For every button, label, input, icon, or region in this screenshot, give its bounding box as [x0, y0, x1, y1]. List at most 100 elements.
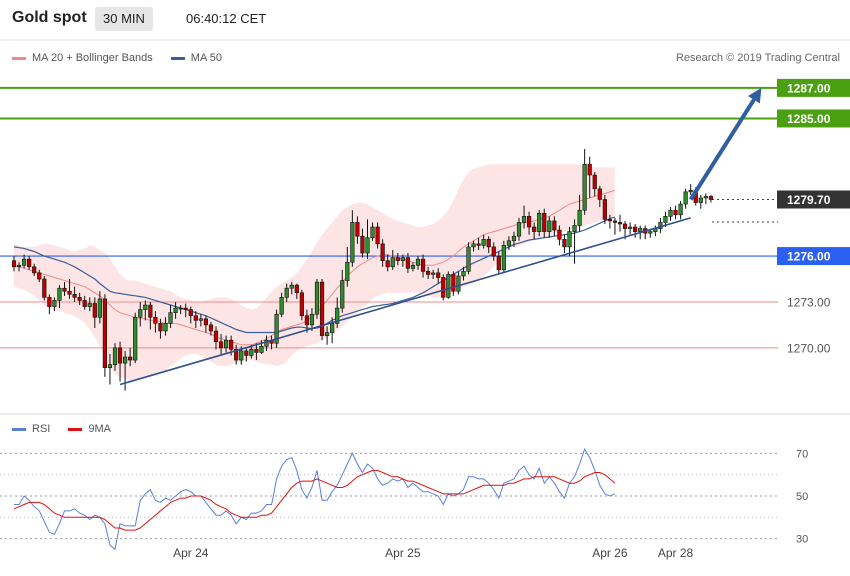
candle-body: [299, 292, 304, 317]
candle-body: [688, 190, 693, 193]
candle-body: [683, 191, 688, 205]
candle: [294, 283, 299, 299]
candle: [72, 286, 77, 302]
candle-body: [501, 245, 506, 271]
rsi-panel: 30 50 70: [0, 447, 808, 551]
candle: [67, 279, 72, 299]
candle-body: [224, 339, 229, 349]
candle: [21, 254, 27, 269]
candle-body: [390, 257, 395, 268]
legend-label-rsi: RSI: [32, 423, 51, 435]
x-axis-label: Apr 25: [385, 546, 421, 560]
candle: [365, 219, 370, 260]
candle-body: [400, 257, 405, 261]
candle: [567, 227, 572, 257]
candle-body: [708, 196, 713, 200]
candle-body: [617, 222, 623, 225]
candle: [542, 208, 547, 238]
candle-body: [304, 315, 310, 326]
legend-main: MA 20 + Bollinger Bands MA 50: [12, 52, 222, 64]
candle-body: [698, 197, 703, 203]
candle-body: [112, 347, 118, 365]
candle-body: [340, 280, 345, 309]
candle: [123, 350, 128, 391]
candle-body: [557, 229, 562, 240]
candle: [607, 214, 612, 229]
candle: [335, 297, 340, 328]
candle: [249, 344, 254, 359]
research-credit: Research © 2019 Trading Central: [675, 52, 840, 64]
candle-body: [158, 323, 163, 332]
candle-body: [284, 287, 289, 298]
candle-body: [163, 323, 168, 332]
candle: [557, 225, 562, 246]
candle-body: [239, 350, 244, 361]
candle-body: [607, 219, 612, 222]
candle: [163, 317, 168, 336]
candle: [537, 210, 542, 237]
candle: [208, 321, 214, 336]
candle-body: [67, 290, 72, 295]
candle: [506, 236, 512, 250]
candle-body: [254, 349, 259, 353]
candle-body: [335, 307, 340, 324]
candle: [481, 234, 486, 249]
candle-body: [395, 257, 400, 261]
candle: [173, 301, 178, 319]
candle-body: [117, 347, 123, 364]
candle-body: [47, 297, 52, 307]
candle-body: [496, 255, 501, 271]
forecast-arrow-head: [747, 87, 762, 104]
candle: [188, 306, 193, 324]
candle-body: [516, 222, 522, 237]
timeframe-button[interactable]: 30 MIN: [95, 7, 153, 31]
candle-body: [521, 216, 527, 223]
candle-body: [168, 312, 173, 324]
candle-body: [622, 223, 628, 229]
candle-body: [57, 287, 62, 301]
candle-body: [577, 209, 582, 226]
candle: [617, 214, 623, 232]
candle-body: [380, 243, 385, 261]
candle-body: [128, 356, 133, 361]
candle-body: [279, 297, 284, 315]
candle: [496, 251, 501, 275]
candle: [37, 269, 42, 283]
candle: [244, 347, 249, 362]
candle: [380, 239, 385, 267]
candle-body: [425, 271, 431, 275]
candle: [683, 188, 688, 209]
candle: [526, 211, 532, 235]
candle-body: [461, 271, 466, 277]
candle: [511, 231, 517, 247]
candle-body: [138, 309, 143, 318]
candle: [612, 217, 618, 235]
legend-swatch-ma50: [170, 56, 185, 60]
candle: [516, 217, 522, 241]
candle: [633, 223, 638, 238]
legend-label-ma20: MA 20 + Bollinger Bands: [32, 52, 153, 64]
candle-body: [476, 243, 481, 246]
candle-body: [481, 238, 486, 246]
candle: [87, 297, 92, 312]
candle: [234, 344, 239, 365]
candle-body: [294, 284, 299, 294]
candle: [410, 262, 416, 272]
candle-body: [203, 318, 209, 326]
candle: [582, 149, 587, 215]
candle: [552, 216, 557, 237]
candle-body: [587, 164, 592, 176]
candle-body: [244, 350, 249, 356]
candle-body: [143, 304, 148, 310]
candle: [27, 256, 32, 270]
candle: [476, 237, 481, 250]
candle-body: [451, 274, 456, 292]
candle: [668, 207, 673, 221]
candle-body: [562, 238, 567, 248]
candle-body: [355, 222, 360, 237]
candle: [420, 254, 426, 278]
legend-label-9ma: 9MA: [88, 423, 111, 435]
candle: [183, 303, 188, 318]
candle-body: [16, 264, 22, 268]
candle: [264, 335, 269, 351]
